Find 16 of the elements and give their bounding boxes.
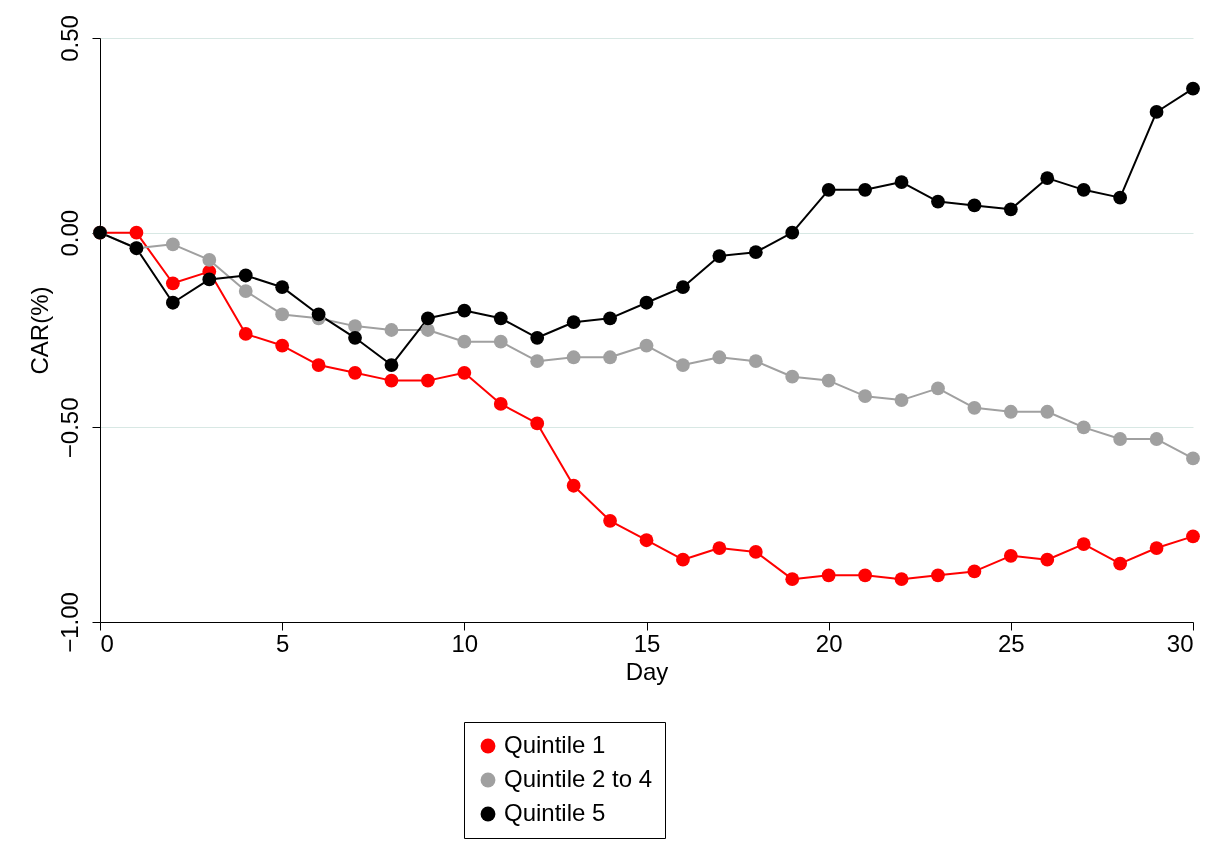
legend-label: Quintile 2 to 4 bbox=[504, 765, 653, 792]
y-tick-label: −0.50 bbox=[55, 397, 83, 459]
x-tick-label: 15 bbox=[633, 629, 661, 657]
x-tick-label: 25 bbox=[997, 629, 1025, 657]
legend-label: Quintile 5 bbox=[504, 799, 606, 826]
x-tick-label: 10 bbox=[451, 629, 479, 657]
x-tick-label: 5 bbox=[275, 629, 290, 657]
x-axis-title: Day bbox=[625, 657, 669, 685]
y-tick-label: 0.00 bbox=[55, 209, 83, 257]
x-tick-label: 20 bbox=[815, 629, 843, 657]
x-tick-label: 0 bbox=[100, 629, 114, 657]
x-tick-label: 30 bbox=[1166, 629, 1194, 657]
y-tick-label: 0.50 bbox=[55, 15, 83, 62]
y-tick-label: −1.00 bbox=[55, 592, 83, 653]
y-axis-title: CAR(%) bbox=[25, 286, 53, 375]
legend-label: Quintile 1 bbox=[504, 731, 606, 758]
